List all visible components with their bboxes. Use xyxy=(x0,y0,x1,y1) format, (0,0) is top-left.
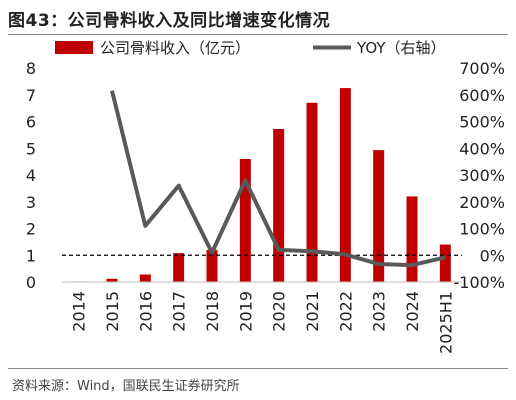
left-tick-label: 0 xyxy=(26,273,36,292)
left-tick-label: 2 xyxy=(26,220,36,239)
right-tick-label: 0% xyxy=(480,246,505,265)
legend-bar-label: 公司骨料收入（亿元） xyxy=(100,39,250,57)
revenue-bar xyxy=(273,128,285,282)
x-tick-label: 2022 xyxy=(336,291,355,332)
x-tick-label: 2024 xyxy=(403,291,422,332)
x-tick-label: 2014 xyxy=(70,291,89,332)
chart-title: 图43：公司骨料收入及同比增速变化情况 xyxy=(8,11,331,31)
right-tick-label: -100% xyxy=(453,273,505,292)
right-tick-label: 600% xyxy=(459,86,505,105)
left-tick-label: 7 xyxy=(26,86,36,105)
left-axis: 0 1 2 3 4 5 6 7 8 xyxy=(26,59,36,292)
left-tick-label: 8 xyxy=(26,59,36,78)
right-tick-label: 300% xyxy=(459,166,505,185)
revenue-bar xyxy=(339,88,351,282)
footer-divider xyxy=(8,368,508,369)
x-tick-label: 2019 xyxy=(236,291,255,332)
x-tick-label: 2018 xyxy=(203,291,222,332)
bar-series xyxy=(73,88,451,283)
left-tick-label: 5 xyxy=(26,139,36,158)
revenue-bar xyxy=(306,102,318,283)
left-tick-label: 6 xyxy=(26,113,36,132)
legend: 公司骨料收入（亿元） YOY（右轴） xyxy=(55,39,446,57)
right-tick-label: 500% xyxy=(459,113,505,132)
revenue-bar xyxy=(173,253,185,282)
left-tick-label: 4 xyxy=(26,166,36,185)
revenue-bar xyxy=(406,196,418,282)
right-tick-label: 700% xyxy=(459,59,505,78)
x-tick-label: 2023 xyxy=(370,291,389,332)
left-tick-label: 1 xyxy=(26,246,36,265)
x-axis-labels: 2014 2015 2016 2017 2018 2019 2020 2021 2022 2023… xyxy=(70,291,456,354)
legend-line-label: YOY（右轴） xyxy=(356,39,446,57)
right-tick-label: 400% xyxy=(459,139,505,158)
chart: 公司骨料收入（亿元） YOY（右轴） 0 1 2 3 4 5 6 7 8 -100% 0% 100%… xyxy=(26,39,505,354)
left-tick-label: 3 xyxy=(26,193,36,212)
yoy-series-line xyxy=(110,90,446,268)
revenue-bar xyxy=(239,158,251,282)
x-tick-label: 2025H1 xyxy=(436,291,455,354)
revenue-bar xyxy=(106,278,118,282)
revenue-bar xyxy=(206,249,218,282)
legend-bar-swatch xyxy=(55,41,93,54)
x-tick-label: 2015 xyxy=(103,291,122,332)
title-divider xyxy=(8,34,508,35)
right-axis: -100% 0% 100% 200% 300% 400% 500% 600% 700% xyxy=(453,59,505,292)
revenue-bar xyxy=(373,150,385,282)
x-tick-label: 2020 xyxy=(270,291,289,332)
revenue-bar xyxy=(439,244,451,282)
right-tick-label: 200% xyxy=(459,193,505,212)
revenue-bar xyxy=(139,274,151,282)
x-tick-label: 2021 xyxy=(303,291,322,332)
right-tick-label: 100% xyxy=(459,220,505,239)
x-tick-label: 2016 xyxy=(136,291,155,332)
x-tick-label: 2017 xyxy=(170,291,189,332)
source-note: 资料来源：Wind，国联民生证券研究所 xyxy=(12,379,240,394)
